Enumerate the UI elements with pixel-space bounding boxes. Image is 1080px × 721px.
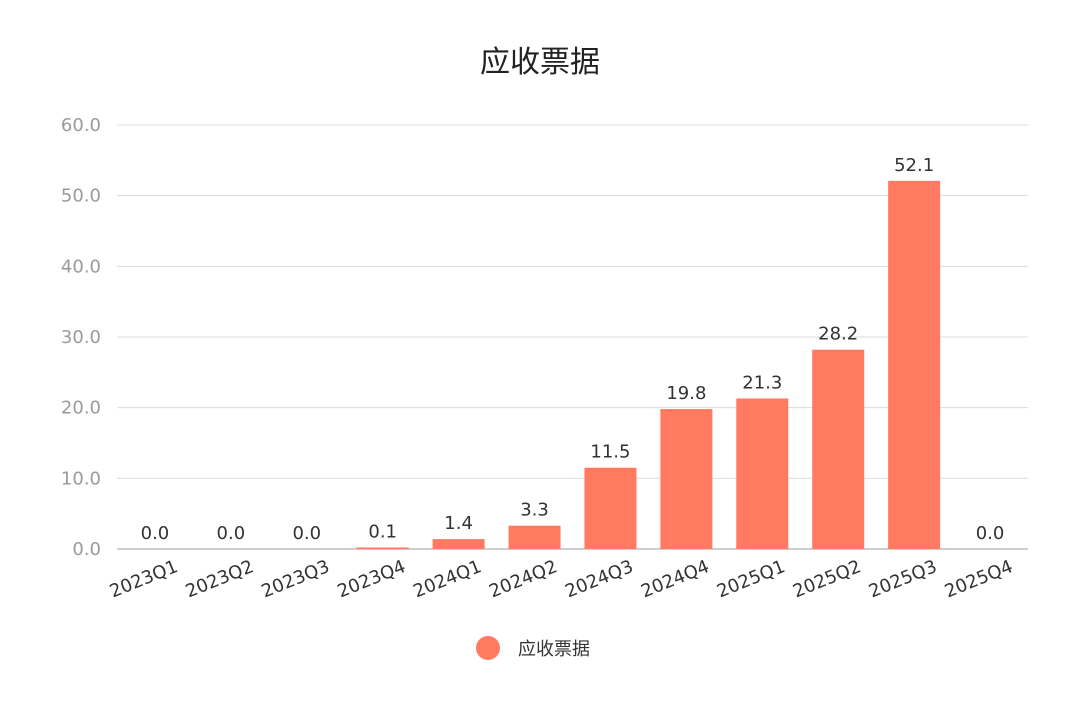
- grid-lines: [117, 124, 1028, 550]
- y-axis-ticks: 0.0 10.0 20.0 30.0 40.0 50.0 60.0: [61, 115, 101, 560]
- bar[interactable]: [660, 409, 713, 549]
- data-label: 1.4: [444, 513, 473, 534]
- x-axis-ticks: 2023Q1 2023Q2 2023Q3 2023Q4 2024Q1 2024Q2 2024…: [107, 556, 1016, 602]
- bar[interactable]: [432, 539, 485, 549]
- bar[interactable]: [356, 547, 409, 550]
- x-tick-label: 2023Q1: [107, 556, 181, 602]
- data-label: 0.0: [141, 523, 170, 544]
- y-tick-label: 50.0: [61, 186, 101, 207]
- y-tick-label: 40.0: [61, 256, 101, 277]
- x-tick-label: 2025Q3: [866, 556, 940, 602]
- chart-title: 应收票据: [480, 45, 600, 80]
- x-tick-label: 2023Q3: [259, 556, 333, 602]
- x-tick-label: 2025Q1: [714, 556, 788, 602]
- y-tick-label: 0.0: [72, 539, 101, 560]
- x-tick-label: 2024Q2: [486, 556, 560, 602]
- x-tick-label: 2024Q1: [410, 556, 484, 602]
- x-tick-label: 2025Q2: [790, 556, 864, 602]
- y-tick-label: 60.0: [61, 115, 101, 136]
- legend-marker: [476, 636, 500, 660]
- y-tick-label: 20.0: [61, 398, 101, 419]
- data-labels: 0.0 0.0 0.0 0.1 1.4 3.3 11.5 19.8 21.3 28.2 52.1 0.…: [141, 155, 1005, 544]
- data-label: 0.0: [976, 523, 1005, 544]
- data-label: 11.5: [590, 442, 630, 463]
- x-tick-label: 2025Q4: [942, 556, 1016, 602]
- bars: [356, 180, 941, 550]
- x-tick-label: 2023Q4: [334, 556, 408, 602]
- x-tick-label: 2024Q3: [562, 556, 636, 602]
- y-tick-label: 30.0: [61, 327, 101, 348]
- x-tick-label: 2023Q2: [183, 556, 257, 602]
- data-label: 0.0: [292, 523, 321, 544]
- data-label: 3.3: [520, 500, 549, 521]
- legend[interactable]: 应收票据: [476, 636, 590, 660]
- data-label: 52.1: [894, 155, 934, 176]
- data-label: 21.3: [742, 372, 782, 393]
- x-tick-label: 2024Q4: [638, 556, 712, 602]
- y-tick-label: 10.0: [61, 468, 101, 489]
- data-label: 0.1: [368, 522, 397, 543]
- bar[interactable]: [812, 349, 865, 549]
- legend-label: 应收票据: [518, 639, 590, 660]
- bar[interactable]: [888, 180, 941, 549]
- bar[interactable]: [508, 525, 561, 549]
- data-label: 19.8: [666, 383, 706, 404]
- bar[interactable]: [736, 398, 789, 549]
- data-label: 0.0: [217, 523, 246, 544]
- bar[interactable]: [584, 467, 637, 549]
- data-label: 28.2: [818, 324, 858, 345]
